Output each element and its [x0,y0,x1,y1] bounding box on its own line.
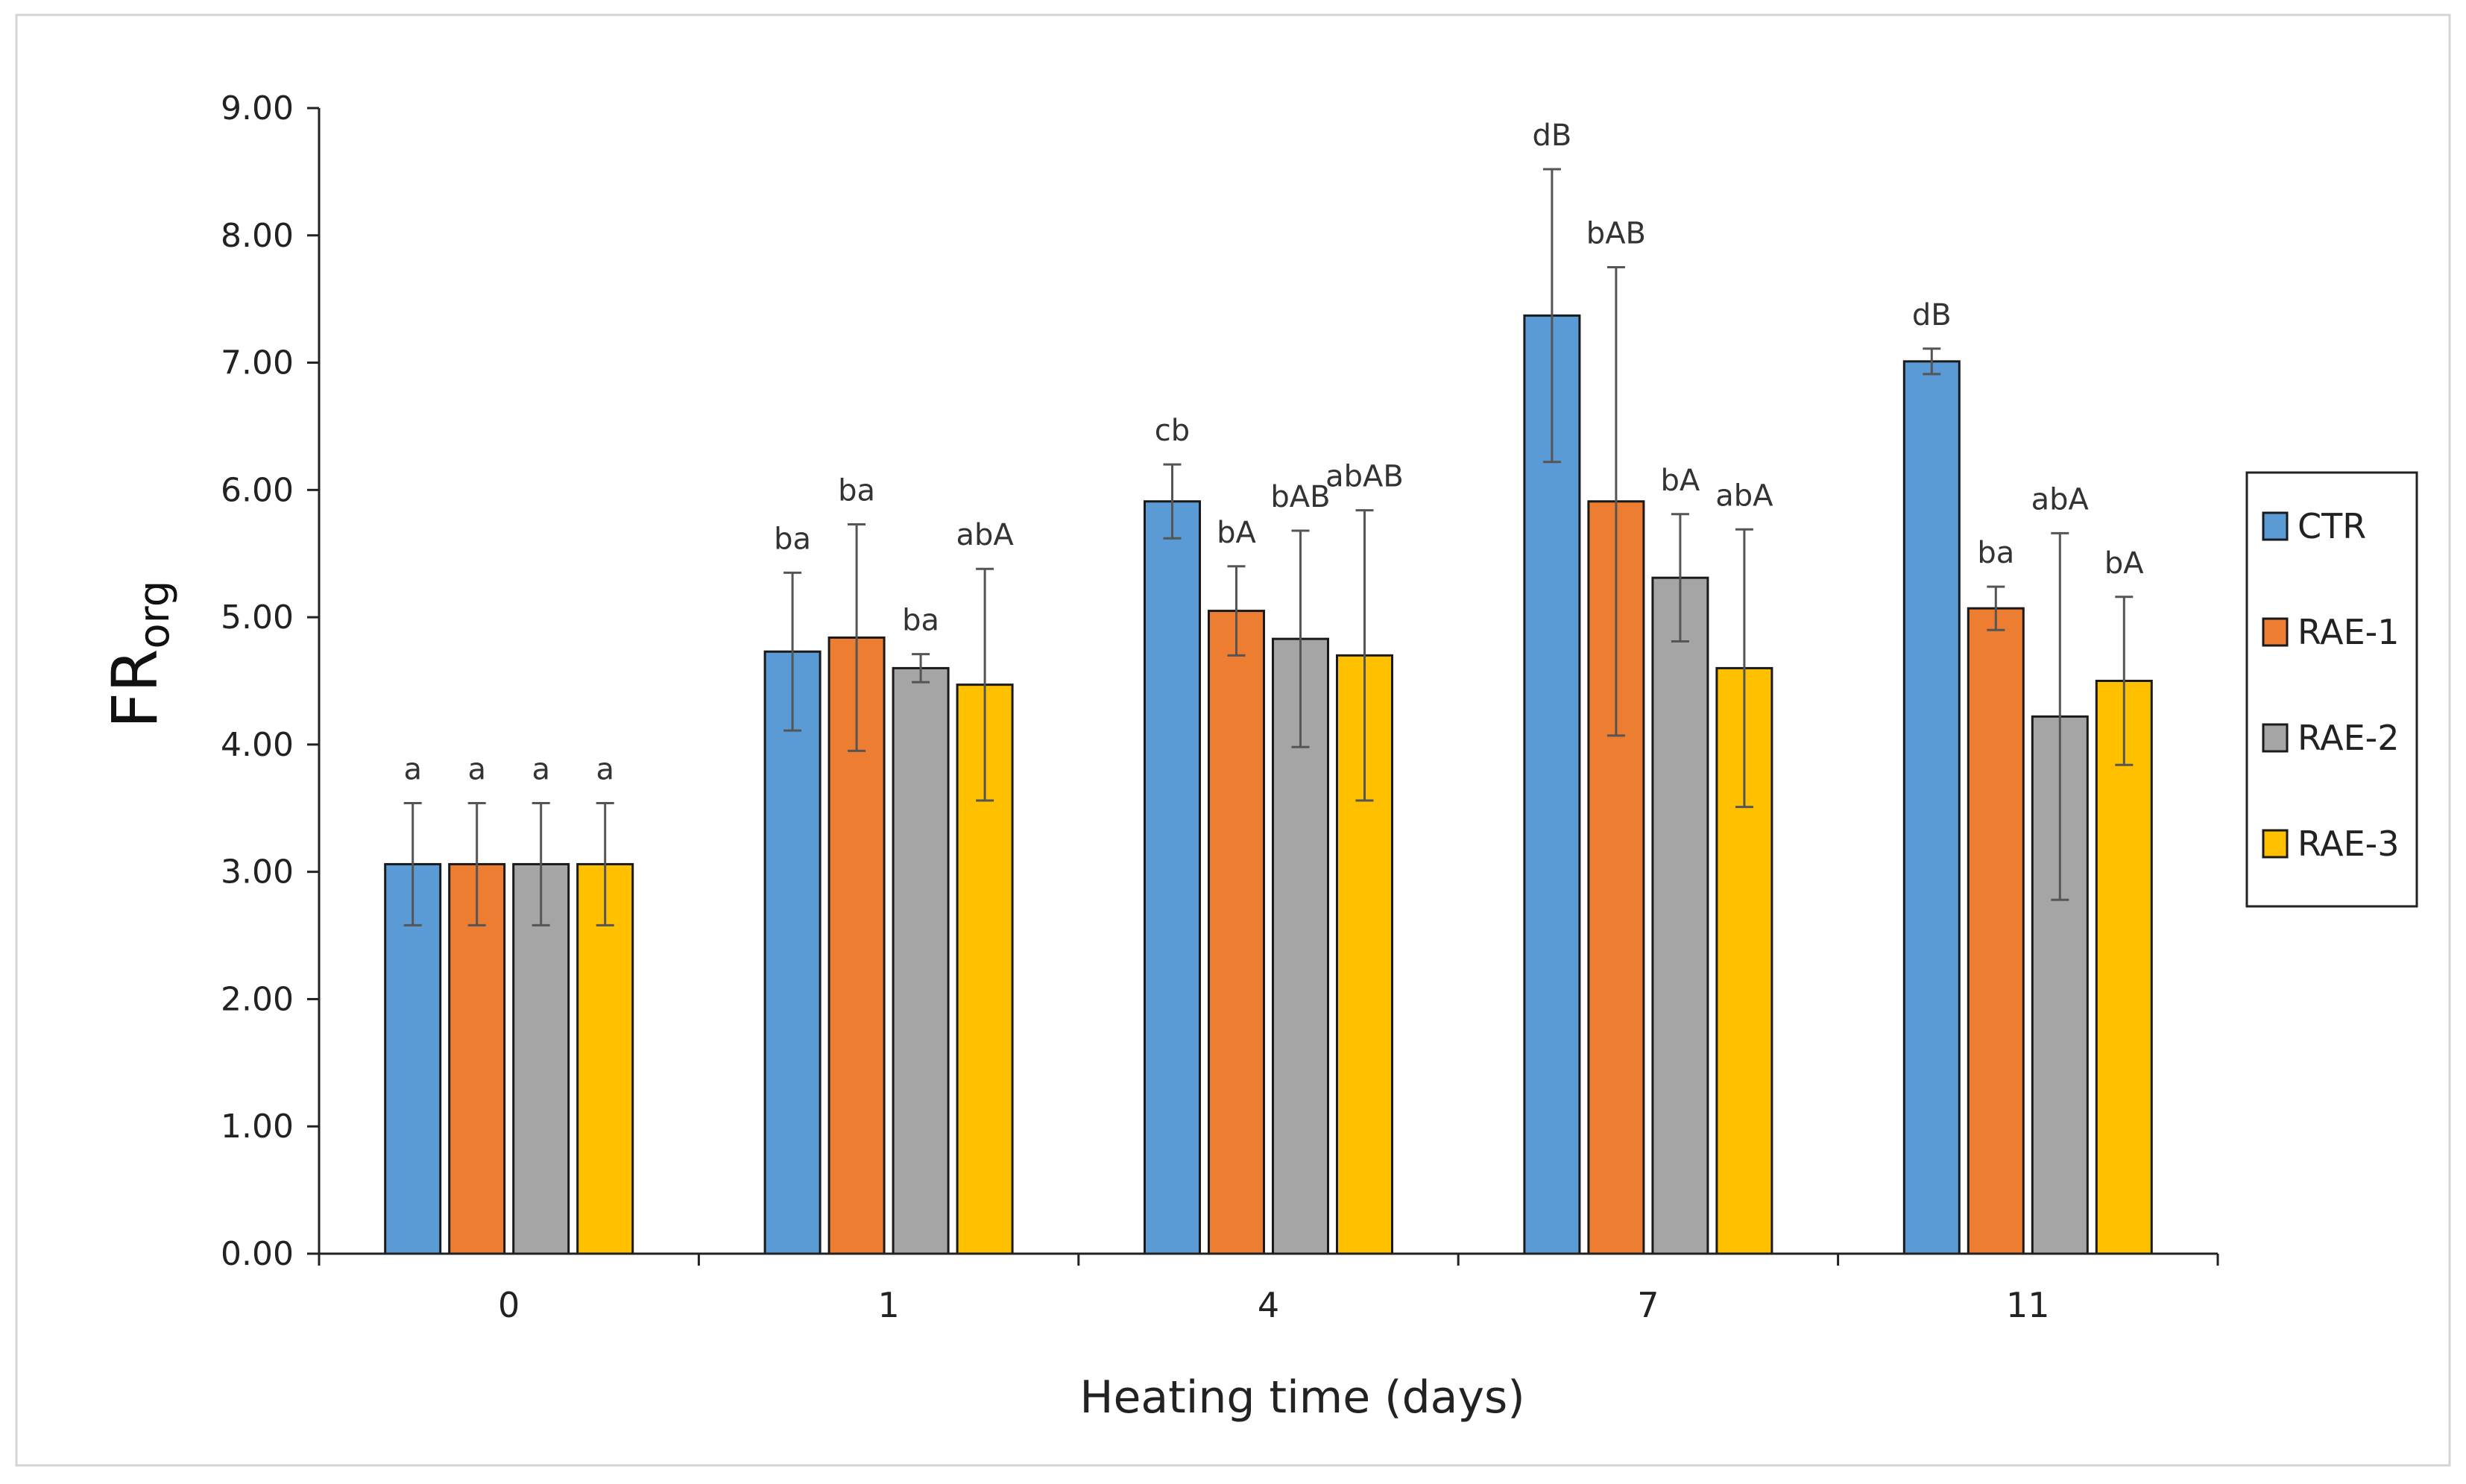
significance-label: abA [2031,482,2090,517]
significance-label: ba [774,522,811,556]
x-tick-label: 4 [1258,1285,1279,1325]
legend-swatch [2262,511,2289,541]
significance-label: a [467,752,486,786]
y-tick-label: 9.00 [221,89,294,127]
legend-swatch [2262,723,2289,753]
bar [1144,500,1201,1255]
significance-label: ba [902,604,939,638]
significance-label: a [403,752,422,786]
x-tick-label: 11 [2006,1285,2050,1325]
bar [1651,576,1709,1255]
y-axis-title: FRorg [98,581,179,729]
bar [2095,680,2153,1255]
x-tick-label: 0 [498,1285,520,1325]
bar [1967,607,2025,1255]
y-axis-title-main: FR [98,649,171,729]
legend-label: CTR [2298,506,2366,546]
y-tick-label: 0.00 [221,1235,294,1273]
y-tick-label: 2.00 [221,980,294,1018]
significance-label: bAB [1270,480,1330,514]
bar [384,862,442,1255]
x-axis-title: Heating time (days) [1079,1371,1524,1424]
x-tick-label: 1 [877,1285,899,1325]
y-tick-label: 3.00 [221,853,294,891]
bar [1902,360,1961,1255]
legend-swatch [2262,829,2289,859]
significance-label: ba [1977,536,2014,570]
significance-label: bA [1217,516,1256,550]
significance-label: dB [1532,119,1571,153]
y-tick-label: 8.00 [221,217,294,255]
y-tick-label: 4.00 [221,726,294,764]
significance-label: ba [838,473,875,508]
bar [576,862,634,1255]
significance-label: bA [1661,464,1700,498]
significance-label: abA [956,518,1014,552]
significance-label: dB [1912,298,1952,332]
y-tick-label: 6.00 [221,471,294,509]
significance-label: abAB [1325,460,1404,494]
legend-label: RAE-1 [2298,612,2400,652]
legend-label: RAE-3 [2298,824,2400,864]
y-axis-title-sub: org [130,581,179,649]
bar [763,650,822,1255]
significance-label: bAB [1586,216,1646,250]
significance-label: a [596,752,614,786]
bar [1208,610,1265,1255]
significance-label: cb [1155,414,1190,448]
legend: CTR RAE-1 RAE-2 RAE-3 [2245,471,2418,908]
bar [448,862,506,1255]
bar [892,666,950,1255]
significance-label: a [532,752,550,786]
significance-label: bA [2104,546,2144,581]
y-tick-label: 7.00 [221,344,294,382]
y-tick-label: 5.00 [221,599,294,637]
legend-label: RAE-2 [2298,718,2400,758]
legend-swatch [2262,617,2289,647]
x-tick-label: 7 [1637,1285,1659,1325]
y-tick-label: 1.00 [221,1108,294,1146]
significance-label: abA [1715,479,1773,513]
